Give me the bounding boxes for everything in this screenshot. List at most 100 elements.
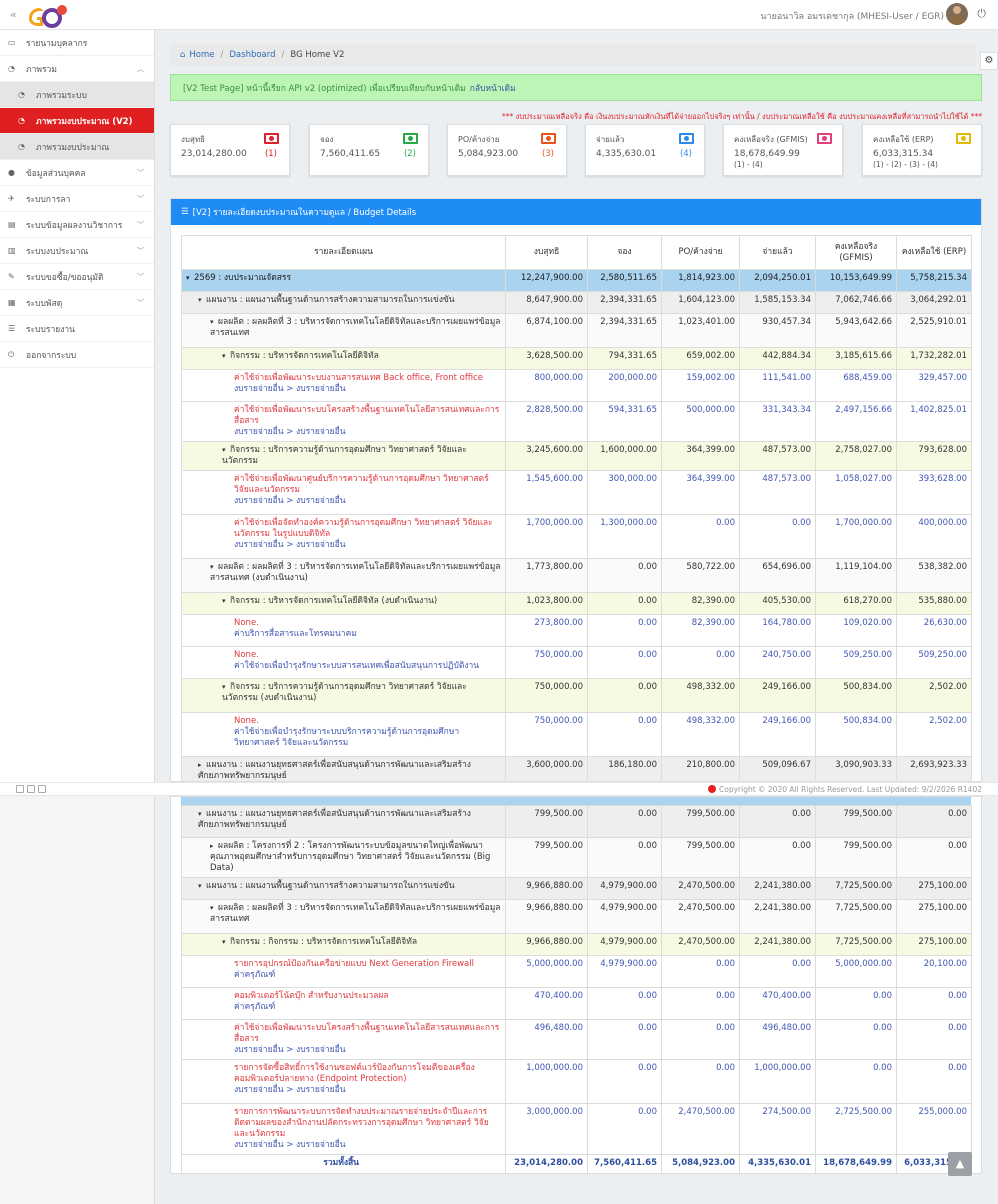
- column-header[interactable]: งบสุทธิ: [505, 235, 588, 270]
- column-header[interactable]: PO/ค้างจ่าย: [661, 235, 740, 270]
- row-value: 594,331.65: [587, 401, 662, 442]
- budget-row-plan[interactable]: ▾ แผนงาน : แผนงานพื้นฐานด้านการสร้างความส…: [181, 877, 972, 900]
- column-header[interactable]: จอง: [587, 235, 662, 270]
- row-toggle-icon[interactable]: ▾: [222, 938, 226, 946]
- row-toggle-icon[interactable]: ▾: [222, 446, 226, 454]
- budget-row-act[interactable]: ▾ กิจกรรม : บริการความรู้ด้านการอุดมศึกษา…: [181, 678, 972, 713]
- bar-chart-icon: ▥: [8, 246, 16, 255]
- scroll-to-top-button[interactable]: ▲: [948, 1152, 972, 1176]
- budget-row-plan[interactable]: ▾ แผนงาน : แผนงานยุทธศาสตร์เพื่อสนับสนุนด…: [181, 805, 972, 838]
- budget-row-act[interactable]: ▾ กิจกรรม : บริหารจัดการเทคโนโลยีดิจิทัล 3…: [181, 347, 972, 370]
- row-value: 2,497,156.66: [815, 401, 897, 442]
- row-value: 1,545,600.00: [505, 470, 588, 515]
- total-value: 23,014,280.00: [505, 1154, 588, 1173]
- user-avatar[interactable]: [946, 3, 968, 25]
- row-toggle-icon[interactable]: ▾: [222, 352, 226, 360]
- budget-row-plan[interactable]: ▸ แผนงาน : แผนงานยุทธศาสตร์เพื่อสนับสนุนด…: [181, 756, 972, 781]
- sidebar-item-supplies[interactable]: ▦ ระบบพัสดุ ﹀: [0, 290, 154, 316]
- sidebar-item-logout[interactable]: ⏻ ออกจากระบบ: [0, 342, 154, 368]
- column-header[interactable]: จ่ายแล้ว: [739, 235, 816, 270]
- sidebar-item-personnel[interactable]: ▭ รายนามบุคลากร: [0, 30, 154, 56]
- sidebar-item-personal-info[interactable]: ● ข้อมูลส่วนบุคคล ﹀: [0, 160, 154, 186]
- row-value: 111,541.00: [739, 369, 816, 402]
- row-value: 799,500.00: [815, 837, 897, 878]
- budget-row-act[interactable]: ▾ กิจกรรม : กิจกรรม : บริหารจัดการเทคโนโล…: [181, 933, 972, 956]
- row-toggle-icon[interactable]: ▾: [222, 683, 226, 691]
- chevron-down-icon: ﹀: [137, 298, 144, 307]
- user-icon: ●: [8, 168, 15, 177]
- row-toggle-icon[interactable]: ▾: [222, 597, 226, 605]
- breadcrumb-home[interactable]: Home: [189, 50, 215, 60]
- row-value: 275,100.00: [896, 877, 972, 900]
- breadcrumb-dashboard[interactable]: Dashboard: [229, 50, 276, 60]
- row-value: 7,062,746.66: [815, 291, 897, 314]
- power-icon[interactable]: ⏻: [977, 7, 986, 20]
- row-description: ▾ กิจกรรม : บริการความรู้ด้านการอุดมศึกษา…: [181, 441, 506, 471]
- row-value: 1,700,000.00: [505, 514, 588, 559]
- row-toggle-icon[interactable]: ▾: [198, 296, 202, 304]
- back-to-old-page-link[interactable]: กลับหน้าเดิม: [469, 83, 516, 94]
- budget-row-year[interactable]: ▾ 2569 : งบประมาณจัดสรร 12,247,900.00 2,580…: [181, 269, 972, 292]
- total-label: รวมทั้งสิ้น: [181, 1154, 506, 1173]
- row-value: 1,023,401.00: [661, 313, 740, 348]
- row-value: 20,100.00: [896, 955, 972, 988]
- card-remaining-erp: คงเหลือใช้ (ERP) 6,033,315.34 (1) - (2) - …: [862, 124, 982, 176]
- row-toggle-icon[interactable]: ▸: [198, 761, 202, 769]
- row-description: ▾ กิจกรรม : บริการความรู้ด้านการอุดมศึกษา…: [181, 678, 506, 713]
- item-name: None.: [234, 650, 259, 660]
- row-value: 1,700,000.00: [815, 514, 897, 559]
- sidebar-item-academic[interactable]: ▤ ระบบข้อมูลผลงานวิชาการ ﹀: [0, 212, 154, 238]
- card-label: คงเหลือจริง (GFMIS): [734, 135, 808, 144]
- row-toggle-icon[interactable]: ▾: [210, 904, 214, 912]
- budget-row-prod[interactable]: ▾ ผลผลิต : ผลผลิตที่ 3 : บริหารจัดการเทคโ…: [181, 558, 972, 593]
- row-value: 0.00: [815, 987, 897, 1020]
- sidebar-item-budget[interactable]: ▥ ระบบงบประมาณ ﹀: [0, 238, 154, 264]
- card-formula: (1) - (4): [734, 160, 763, 169]
- row-toggle-icon[interactable]: ▾: [186, 274, 190, 282]
- row-toggle-icon[interactable]: ▾: [210, 563, 214, 571]
- sidebar-item-reports[interactable]: ☰ ระบบรายงาน: [0, 316, 154, 342]
- row-value: 2,241,380.00: [739, 899, 816, 934]
- budget-table: รายละเอียดแผน งบสุทธิ จอง PO/ค้างจ่าย จ่ายแล…: [181, 235, 972, 781]
- sidebar-item-budget-overview-v2[interactable]: ◔ ภาพรวมงบประมาณ (V2): [0, 108, 154, 134]
- sidebar-item-procurement[interactable]: ✎ ระบบขอซื้อ/ขออนุมัติ ﹀: [0, 264, 154, 290]
- sidebar-item-budget-overview[interactable]: ◔ ภาพรวมงบประมาณ: [0, 134, 154, 160]
- item-name: คอมพิวเตอร์โน้ตบุ๊ก สำหรับงานประมวลผล: [234, 991, 389, 1001]
- budget-row-plan[interactable]: ▾ แผนงาน : แผนงานพื้นฐานด้านการสร้างความส…: [181, 291, 972, 314]
- row-toggle-icon[interactable]: ▾: [210, 318, 214, 326]
- column-header[interactable]: รายละเอียดแผน: [181, 235, 506, 270]
- budget-row-act[interactable]: ▾ กิจกรรม : บริการความรู้ด้านการอุดมศึกษา…: [181, 441, 972, 471]
- row-value: 750,000.00: [505, 646, 588, 679]
- row-value: 3,245,600.00: [505, 441, 588, 471]
- row-value: 3,064,292.01: [896, 291, 972, 314]
- collapse-sidebar-icon[interactable]: «: [10, 8, 17, 21]
- chevron-down-icon: ﹀: [137, 194, 144, 203]
- facebook-icon[interactable]: [16, 785, 24, 793]
- instagram-icon[interactable]: [27, 785, 35, 793]
- pinterest-icon[interactable]: [38, 785, 46, 793]
- sidebar-item-system-overview[interactable]: ◔ ภาพรวมระบบ: [0, 82, 154, 108]
- budget-row-act[interactable]: ▾ กิจกรรม : บริหารจัดการเทคโนโลยีดิจิทัล …: [181, 592, 972, 615]
- sidebar-item-overview[interactable]: ◔ ภาพรวม ︿: [0, 56, 154, 82]
- column-header[interactable]: คงเหลือใช้ (ERP): [896, 235, 972, 270]
- row-toggle-icon[interactable]: ▾: [198, 810, 202, 818]
- row-description: None. ค่าใช้จ่ายเพื่อบำรุงรักษาระบบบริการ…: [181, 712, 506, 757]
- row-value: 0.00: [587, 805, 662, 838]
- row-value: 799,500.00: [661, 805, 740, 838]
- row-value: 1,732,282.01: [896, 347, 972, 370]
- settings-gear-icon[interactable]: ⚙: [980, 52, 998, 70]
- budget-row-prod[interactable]: ▾ ผลผลิต : ผลผลิตที่ 3 : บริหารจัดการเทคโ…: [181, 313, 972, 348]
- power-icon: ⏻: [8, 349, 15, 359]
- sidebar-item-leave[interactable]: ✈ ระบบการลา ﹀: [0, 186, 154, 212]
- row-toggle-icon[interactable]: ▾: [198, 882, 202, 890]
- row-toggle-icon[interactable]: ▸: [210, 842, 214, 850]
- row-value: 2,470,500.00: [661, 1103, 740, 1155]
- row-value: 688,459.00: [815, 369, 897, 402]
- user-name[interactable]: นายอนาวิล อมรเดชากุล (MHESI-User / EGR): [760, 12, 944, 22]
- budget-row-prod[interactable]: ▾ ผลผลิต : ผลผลิตที่ 3 : บริหารจัดการเทคโ…: [181, 899, 972, 934]
- row-value: 82,390.00: [661, 592, 740, 615]
- column-header[interactable]: คงเหลือจริง (GFMIS): [815, 235, 897, 270]
- budget-row-prod[interactable]: ▸ ผลผลิต : โครงการที่ 2 : โครงการพัฒนาระบ…: [181, 837, 972, 878]
- row-value: 470,400.00: [739, 987, 816, 1020]
- card-value: 23,014,280.00: [181, 149, 247, 159]
